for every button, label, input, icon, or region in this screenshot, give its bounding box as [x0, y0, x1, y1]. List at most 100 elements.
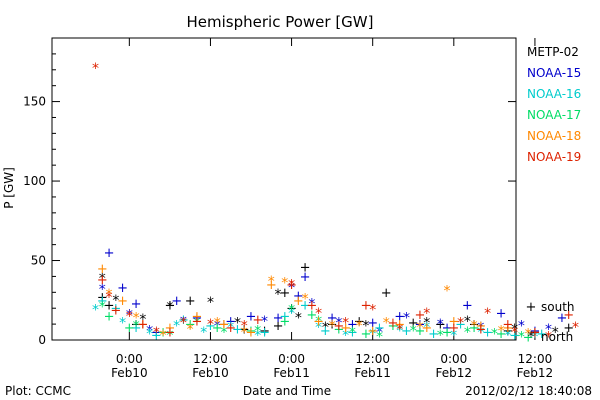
data-point-north: * [484, 306, 491, 322]
data-point-north: * [119, 315, 126, 331]
data-point-south: + [191, 310, 202, 325]
data-point-south: + [225, 314, 236, 329]
x-tick-date-label: Feb12 [517, 366, 554, 380]
data-point-north: * [464, 314, 471, 330]
data-point-south: + [110, 302, 121, 317]
data-point-north: * [106, 287, 113, 303]
data-point-north: * [410, 323, 417, 339]
data-point-south: + [279, 286, 290, 301]
data-point-north: * [99, 300, 106, 316]
data-point-north: * [403, 311, 410, 327]
data-point-north: * [396, 323, 403, 339]
data-point-north: * [112, 293, 119, 309]
data-point-north: * [106, 290, 113, 306]
data-point-south: + [97, 291, 108, 306]
data-point-north: * [153, 325, 160, 341]
data-point-south: + [300, 299, 311, 314]
data-point-north: * [531, 330, 538, 346]
data-point-south: + [252, 313, 263, 328]
data-point-south: + [347, 326, 358, 341]
data-point-north: * [234, 315, 241, 331]
y-tick-label: 0 [38, 333, 46, 347]
data-point-south: + [124, 321, 135, 336]
data-point-south: + [313, 314, 324, 329]
data-point-south: + [178, 313, 189, 328]
data-point-south: + [97, 294, 108, 309]
data-point-south: + [246, 310, 257, 325]
data-point-north: * [471, 319, 478, 335]
chart-title: Hemispheric Power [GW] [187, 13, 374, 31]
data-point-south: + [158, 326, 169, 341]
data-point-south: + [273, 319, 284, 334]
data-point-south: + [381, 286, 392, 301]
data-point-north: * [187, 322, 194, 338]
data-point-south: + [219, 318, 230, 333]
data-point-south: + [442, 326, 453, 341]
data-point-north: * [92, 61, 99, 77]
data-point-north: * [288, 306, 295, 322]
data-point-north: * [518, 319, 525, 335]
data-point-north: * [423, 306, 430, 322]
data-point-north: * [545, 322, 552, 338]
data-point-south: + [469, 321, 480, 336]
data-point-south: + [110, 303, 121, 318]
x-axis: 0:00Feb1012:00Feb100:00Feb1112:00Feb110:… [111, 38, 553, 380]
data-point-north: * [322, 320, 329, 336]
data-point-south: + [97, 273, 108, 288]
data-point-north: * [160, 328, 167, 344]
data-point-north: * [511, 325, 518, 341]
data-point-north: * [295, 311, 302, 327]
data-point-north: * [207, 295, 214, 311]
x-tick-time-label: 0:00 [278, 352, 305, 366]
data-point-south: + [462, 299, 473, 314]
data-point-south: + [394, 310, 405, 325]
data-point-south: + [347, 318, 358, 333]
data-point-north: * [329, 319, 336, 335]
data-point-north: * [315, 320, 322, 336]
marker-legend-label: south [541, 300, 575, 314]
data-point-south: + [279, 310, 290, 325]
data-point-south: + [360, 299, 371, 314]
data-point-south: + [557, 311, 568, 326]
data-point-south: + [300, 260, 311, 275]
data-point-north: * [464, 325, 471, 341]
data-point-north: * [477, 325, 484, 341]
data-point-south: + [529, 326, 540, 341]
data-point-south: + [306, 308, 317, 323]
data-point-north: * [315, 306, 322, 322]
data-point-south: + [529, 324, 540, 339]
data-point-north: * [268, 274, 275, 290]
data-point-south: + [137, 318, 148, 333]
data-point-north: * [241, 325, 248, 341]
data-point-south: + [131, 321, 142, 336]
data-point-south: + [529, 326, 540, 341]
data-point-south: + [333, 322, 344, 337]
data-point-north: * [180, 314, 187, 330]
data-point-north: * [437, 328, 444, 344]
data-point-south: + [401, 324, 412, 339]
x-tick-time-label: 12:00 [193, 352, 228, 366]
data-point-north: * [261, 314, 268, 330]
data-point-north: * [275, 287, 282, 303]
data-point-south: + [388, 316, 399, 331]
data-point-south: + [415, 324, 426, 339]
footer-timestamp: 2012/02/12 18:40:08 [465, 384, 592, 398]
data-point-south: + [448, 314, 459, 329]
data-point-north: * [356, 319, 363, 335]
data-point-north: * [180, 315, 187, 331]
data-point-south: + [320, 324, 331, 339]
data-point-north: * [552, 325, 559, 341]
data-point-south: + [273, 311, 284, 326]
data-points: ++++ ++ + + +++++ +++ + + + + +**** ***** * * * * *+++++… [92, 61, 579, 346]
data-point-north: * [308, 296, 315, 312]
x-tick-time-label: 12:00 [518, 352, 553, 366]
data-point-north: * [511, 322, 518, 338]
data-point-south: + [502, 318, 513, 333]
data-point-south: + [164, 321, 175, 336]
data-point-south: + [354, 314, 365, 329]
data-point-north: * [504, 328, 511, 344]
data-point-south: + [502, 324, 513, 339]
marker-legend-symbol: * [528, 330, 535, 345]
data-point-north: * [99, 271, 106, 287]
data-point-north: * [572, 320, 579, 336]
